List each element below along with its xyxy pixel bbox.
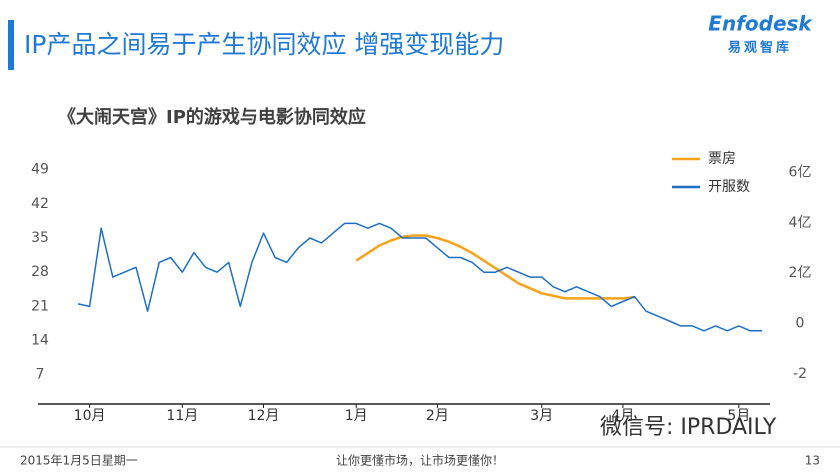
slide-title: IP产品之间易于产生协同效应 增强变现能力 [24,30,504,59]
x-tick-label: 3月 [530,408,553,424]
logo-sub: 易观智库 [728,40,792,56]
y-tick-label: 28 [31,264,49,280]
y-tick-label: 35 [31,230,49,246]
x-tick-label: 12月 [248,408,280,424]
series-line [355,234,635,300]
x-tick-label: 2月 [426,408,449,424]
footer-date: 2015年1月5日星期一 [20,454,138,468]
x-tick-label: 10月 [74,408,106,424]
footer-slogan: 让你更懂市场，让市场更懂你！ [336,453,504,468]
title-accent [8,20,14,70]
y2-tick-label: 4亿 [789,215,812,231]
y2-tick-label: 0 [796,316,805,332]
x-tick-label: 1月 [345,408,368,424]
y-tick-label: 7 [36,367,45,383]
y-tick-label: 21 [31,298,49,314]
y2-tick-label: 2亿 [789,265,812,281]
y-tick-label: 14 [31,333,49,349]
plot: 7 14 21 28 35 42 49 -2 0 2亿 4亿 6亿 10月 11月 12月 1月 2月 3月 4月 5… [31,151,811,424]
x-tick-label: 5月 [727,408,750,424]
x-tick-label: 4月 [611,408,634,424]
y2-tick-label: -2 [793,366,807,382]
y-tick-label: 49 [31,162,49,178]
chart-title: 《大闹天宫》IP的游戏与电影协同效应 [58,106,366,128]
legend-label: 票房 [708,151,736,167]
x-tick-label: 11月 [166,408,198,424]
logo: Enfodesk [708,12,813,36]
watermark: 微信号: IPRDAILY [600,415,777,440]
page-number: 13 [805,454,820,468]
legend-label: 开服数 [708,179,750,195]
y-tick-label: 42 [31,196,49,212]
series-line [77,222,762,332]
y2-tick-label: 6亿 [789,165,812,181]
